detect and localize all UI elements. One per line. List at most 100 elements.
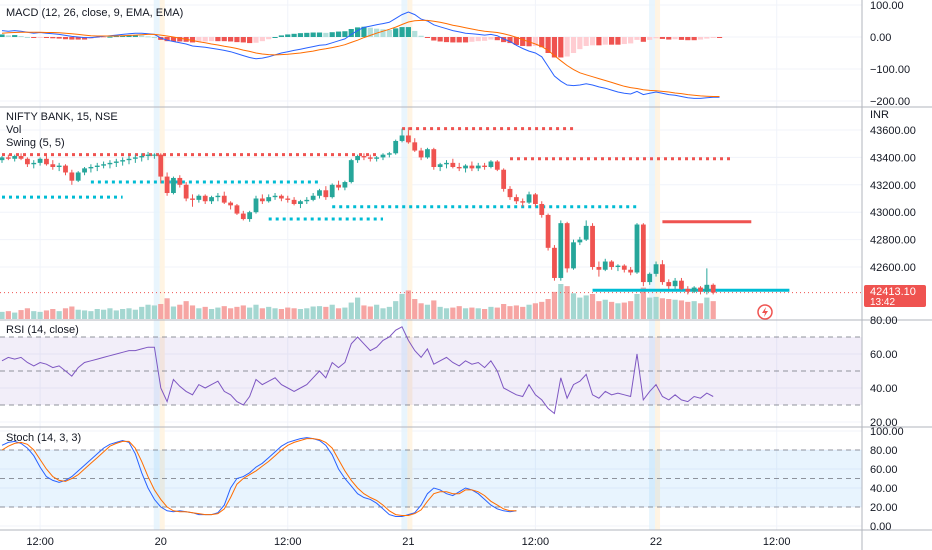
volume-bar <box>139 306 145 319</box>
time-axis-label: 20 <box>155 536 167 548</box>
candle-body <box>507 188 513 198</box>
candle-body <box>247 212 253 220</box>
stoch-title[interactable]: Stoch (14, 3, 3) <box>6 432 81 444</box>
volume-bar <box>304 308 310 319</box>
stoch-d-line <box>1 438 517 516</box>
macd-axis-tick: 0.00 <box>870 32 891 44</box>
volume-bar <box>488 306 494 319</box>
candle-body <box>12 156 18 159</box>
macd-histogram-bar <box>386 29 392 37</box>
candle-body <box>120 160 126 162</box>
session-band-orange <box>407 0 413 530</box>
candle-body <box>69 172 75 181</box>
candle-body <box>209 197 214 202</box>
volume-bar <box>443 308 450 319</box>
macd-histogram-bar <box>545 37 551 53</box>
candle-body <box>145 154 151 157</box>
macd-histogram-bar <box>507 37 513 44</box>
volume-bar <box>24 308 30 319</box>
rsi-axis-tick: 60.00 <box>870 349 898 361</box>
volume-bar <box>621 302 627 319</box>
session-band-orange <box>159 0 165 530</box>
volume-bar <box>647 297 653 319</box>
macd-panel[interactable] <box>0 11 723 99</box>
candle-body <box>386 153 392 155</box>
volume-bar <box>399 294 405 319</box>
stoch-axis-tick: 40.00 <box>870 483 898 495</box>
time-axis[interactable]: 12:00 20 12:00 21 12:00 22 12:00 <box>26 536 790 548</box>
volume-bar <box>570 293 577 319</box>
volume-bar <box>329 304 335 319</box>
candle-body <box>526 194 532 203</box>
candle-body <box>596 267 602 270</box>
candle-body <box>253 198 259 213</box>
stoch-axis-tick: 0.00 <box>870 521 891 533</box>
macd-histogram-bar <box>342 31 348 37</box>
swing-title[interactable]: Swing (5, 5) <box>6 137 65 149</box>
volume-bar <box>367 306 373 319</box>
volume-bar <box>678 300 685 319</box>
candle-body <box>431 149 437 167</box>
volume-bar <box>189 305 196 319</box>
volume-bar <box>609 301 615 319</box>
volume-bar <box>170 306 177 319</box>
lightning-icon-bolt[interactable] <box>762 307 768 317</box>
candle-body <box>234 205 240 214</box>
candle-body <box>63 165 68 173</box>
volume-bar <box>5 311 11 319</box>
rsi-title[interactable]: RSI (14, close) <box>6 324 79 336</box>
candle-body <box>545 214 551 248</box>
last-price-badge <box>864 285 926 307</box>
candle-body <box>653 264 659 274</box>
stoch-axis-tick: 60.00 <box>870 464 898 476</box>
macd-histogram-bar <box>50 37 56 39</box>
candle-body <box>158 154 164 177</box>
macd-histogram-bar <box>335 31 342 37</box>
volume-bar <box>0 311 5 319</box>
macd-histogram-bar <box>456 37 462 43</box>
macd-histogram-bar <box>482 37 488 41</box>
session-band-blue <box>401 0 408 530</box>
macd-histogram-bar <box>310 32 316 37</box>
volume-bar <box>462 308 469 319</box>
candle-body <box>634 224 640 273</box>
macd-histogram-bar <box>228 37 234 42</box>
macd-histogram-bar <box>151 37 157 38</box>
candle-body <box>494 161 500 170</box>
volume-bar <box>507 306 513 319</box>
candle-body <box>602 261 608 270</box>
vol-title[interactable]: Vol <box>6 124 21 136</box>
volume-bar <box>37 311 43 319</box>
volume-bar <box>583 295 589 319</box>
macd-histogram-bar <box>240 37 246 43</box>
session-band-blue <box>649 0 656 530</box>
macd-histogram-bar <box>488 37 494 40</box>
candle-body <box>564 223 570 269</box>
volume-bar <box>240 305 246 319</box>
price-title[interactable]: NIFTY BANK, 15, NSE <box>6 111 118 123</box>
stoch-panel[interactable] <box>0 437 862 517</box>
macd-histogram-bar <box>37 37 43 38</box>
macd-title[interactable]: MACD (12, 26, close, 9, EMA, EMA) <box>6 7 183 19</box>
lightning-icon[interactable] <box>757 304 773 320</box>
macd-histogram-bar <box>0 34 5 37</box>
volume-bar <box>31 311 37 319</box>
candle-body <box>291 199 297 204</box>
macd-histogram-bar <box>634 37 640 40</box>
candle-body <box>75 172 81 181</box>
macd-histogram-bar <box>12 35 18 37</box>
volume-bar <box>266 306 272 319</box>
macd-histogram-bar <box>437 37 443 42</box>
price-panel[interactable] <box>0 127 862 319</box>
volume-bar <box>596 301 602 319</box>
time-axis-label: 22 <box>650 536 662 548</box>
price-axis-ticks[interactable]: 100.00 0.00 −100.00 −200.00 43600.00 43400.00… <box>870 0 916 533</box>
candle-body <box>552 247 557 278</box>
volume-bar <box>380 308 386 319</box>
macd-histogram-bar <box>609 37 615 45</box>
rsi-panel[interactable] <box>0 326 862 415</box>
volume-bar <box>126 308 132 319</box>
macd-histogram-bar <box>539 37 545 48</box>
macd-histogram-bar <box>532 37 538 46</box>
candle-body <box>615 265 621 267</box>
